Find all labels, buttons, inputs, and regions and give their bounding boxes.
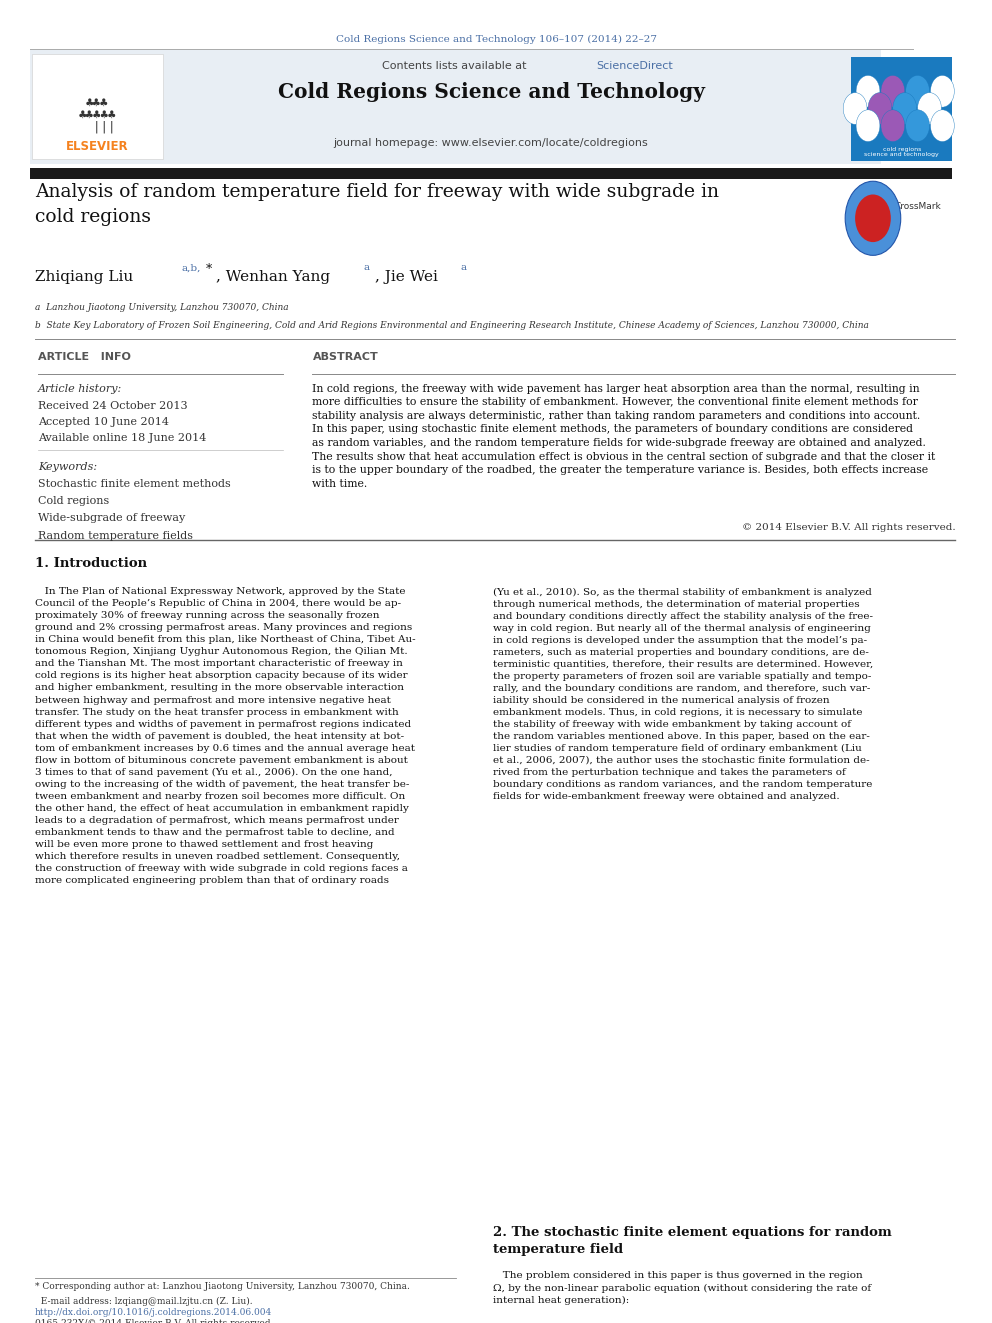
Text: Available online 18 June 2014: Available online 18 June 2014 — [38, 433, 206, 443]
Text: In The Plan of National Expressway Network, approved by the State
Council of the: In The Plan of National Expressway Netwo… — [35, 587, 416, 885]
Text: ABSTRACT: ABSTRACT — [312, 352, 378, 363]
Circle shape — [893, 93, 917, 124]
Text: Random temperature fields: Random temperature fields — [38, 531, 192, 541]
Text: (Yu et al., 2010). So, as the thermal stability of embankment is analyzed
throug: (Yu et al., 2010). So, as the thermal st… — [493, 587, 873, 800]
Circle shape — [881, 110, 905, 142]
Text: E-mail address: lzqiang@mail.lzjtu.cn (Z. Liu).: E-mail address: lzqiang@mail.lzjtu.cn (Z… — [35, 1297, 252, 1306]
Text: Contents lists available at: Contents lists available at — [382, 61, 530, 71]
Bar — [851, 57, 952, 161]
Text: 0165-232X/© 2014 Elsevier B.V. All rights reserved.: 0165-232X/© 2014 Elsevier B.V. All right… — [35, 1319, 273, 1323]
Text: Cold regions: Cold regions — [38, 496, 109, 507]
Circle shape — [868, 93, 892, 124]
Circle shape — [881, 75, 905, 107]
Text: * Corresponding author at: Lanzhou Jiaotong University, Lanzhou 730070, China.: * Corresponding author at: Lanzhou Jiaot… — [35, 1282, 410, 1291]
Text: Stochastic finite element methods: Stochastic finite element methods — [38, 479, 230, 490]
Text: a: a — [363, 263, 369, 273]
Text: journal homepage: www.elsevier.com/locate/coldregions: journal homepage: www.elsevier.com/locat… — [333, 138, 649, 148]
Text: 2. The stochastic finite element equations for random
temperature field: 2. The stochastic finite element equatio… — [493, 1226, 892, 1257]
Bar — [30, 168, 952, 179]
Text: The problem considered in this paper is thus governed in the region
Ω, by the no: The problem considered in this paper is … — [493, 1271, 871, 1304]
Text: *: * — [205, 263, 211, 277]
Circle shape — [856, 110, 880, 142]
Text: a  Lanzhou Jiaotong University, Lanzhou 730070, China: a Lanzhou Jiaotong University, Lanzhou 7… — [35, 303, 289, 312]
Text: Received 24 October 2013: Received 24 October 2013 — [38, 401, 187, 411]
Text: b  State Key Laboratory of Frozen Soil Engineering, Cold and Arid Regions Enviro: b State Key Laboratory of Frozen Soil En… — [35, 321, 869, 331]
Text: ELSEVIER: ELSEVIER — [65, 140, 129, 153]
Text: Wide-subgrade of freeway: Wide-subgrade of freeway — [38, 513, 185, 524]
Text: http://dx.doi.org/10.1016/j.coldregions.2014.06.004: http://dx.doi.org/10.1016/j.coldregions.… — [35, 1308, 272, 1318]
Circle shape — [843, 93, 867, 124]
Text: Article history:: Article history: — [38, 384, 122, 394]
Text: Cold Regions Science and Technology 106–107 (2014) 22–27: Cold Regions Science and Technology 106–… — [335, 34, 657, 44]
Circle shape — [918, 93, 941, 124]
Circle shape — [856, 75, 880, 107]
Text: Accepted 10 June 2014: Accepted 10 June 2014 — [38, 417, 169, 427]
Text: CrossMark: CrossMark — [895, 202, 941, 212]
Bar — [30, 49, 881, 164]
Circle shape — [930, 110, 954, 142]
Bar — [32, 54, 163, 159]
Text: a,b,: a,b, — [182, 263, 201, 273]
Text: ScienceDirect: ScienceDirect — [596, 61, 673, 71]
Circle shape — [845, 181, 901, 255]
Text: Zhiqiang Liu: Zhiqiang Liu — [35, 270, 138, 284]
Text: ♣♣♣
♣♣♣♣♣
  |||: ♣♣♣ ♣♣♣♣♣ ||| — [78, 97, 116, 134]
Text: Cold Regions Science and Technology: Cold Regions Science and Technology — [278, 82, 704, 102]
Text: In cold regions, the freeway with wide pavement has larger heat absorption area : In cold regions, the freeway with wide p… — [312, 384, 935, 490]
Text: Keywords:: Keywords: — [38, 462, 97, 472]
Text: © 2014 Elsevier B.V. All rights reserved.: © 2014 Elsevier B.V. All rights reserved… — [742, 523, 955, 532]
Circle shape — [855, 194, 891, 242]
Circle shape — [906, 110, 930, 142]
Text: a: a — [460, 263, 466, 273]
Text: Analysis of random temperature field for freeway with wide subgrade in
cold regi: Analysis of random temperature field for… — [35, 183, 719, 226]
Circle shape — [930, 75, 954, 107]
Text: 1. Introduction: 1. Introduction — [35, 557, 147, 570]
Text: cold regions
science and technology: cold regions science and technology — [864, 147, 939, 157]
Text: ARTICLE   INFO: ARTICLE INFO — [38, 352, 131, 363]
Text: $C\dfrac{\partial T}{\partial t} = \dfrac{\partial}{\partial x}\!\left(\lambda\d: $C\dfrac{\partial T}{\partial t} = \dfra… — [521, 1322, 686, 1323]
Text: , Jie Wei: , Jie Wei — [375, 270, 442, 284]
Circle shape — [906, 75, 930, 107]
Text: , Wenhan Yang: , Wenhan Yang — [216, 270, 335, 284]
